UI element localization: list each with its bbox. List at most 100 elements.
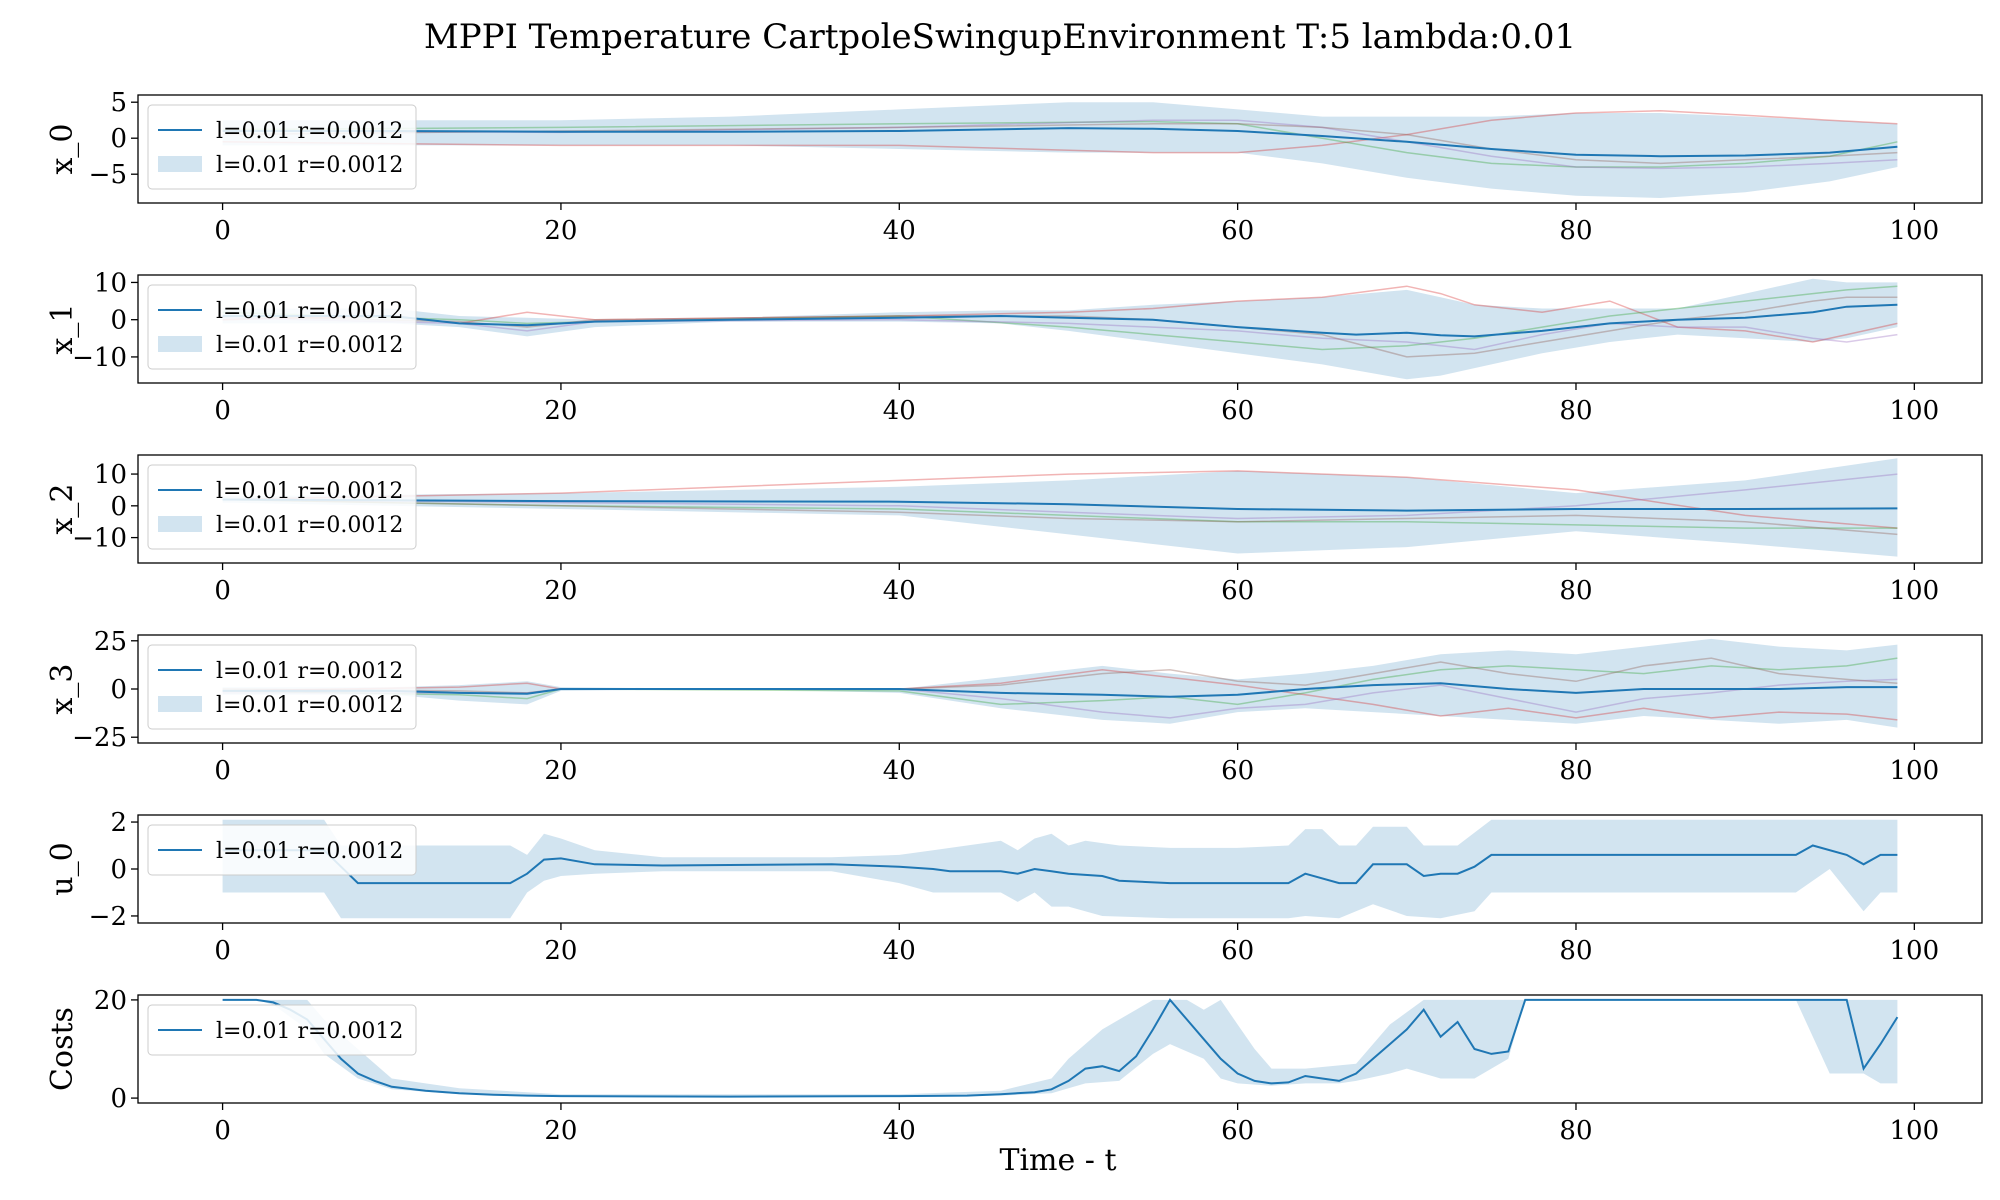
- confidence-band: [222, 999, 1898, 1098]
- x-tick-label: 80: [1559, 756, 1592, 786]
- x-tick-label: 0: [214, 396, 231, 426]
- x-tick-label: 20: [544, 756, 577, 786]
- legend-box: [147, 824, 417, 876]
- legend-box: [147, 464, 417, 550]
- x-tick-label: 40: [883, 216, 916, 246]
- legend: l=0.01 r=0.0012: [147, 1004, 417, 1056]
- x-tick-label: 80: [1559, 1116, 1592, 1146]
- x-tick-label: 20: [544, 1116, 577, 1146]
- y-tick-label: 0: [110, 855, 127, 885]
- x-tick-label: 80: [1559, 216, 1592, 246]
- x-tick-label: 40: [883, 576, 916, 606]
- legend-label: l=0.01 r=0.0012: [216, 659, 403, 684]
- sample-line: [222, 498, 1898, 536]
- x-tick-label: 0: [214, 756, 231, 786]
- axes-frame: [137, 994, 1983, 1104]
- axes-frame: [137, 454, 1983, 564]
- y-tick-label: 10: [94, 460, 127, 490]
- mean-line: [222, 844, 1898, 885]
- mean-line: [222, 682, 1898, 698]
- subplot-x_1: 0 20 40 60 80 100 −10 0 10 x_1 l=0.01 r=0.0012 l=0.…: [45, 268, 1983, 426]
- figure-title: MPPI Temperature CartpoleSwingupEnvironm…: [424, 17, 1576, 57]
- mean-line: [222, 498, 1898, 512]
- legend-label: l=0.01 r=0.0012: [216, 693, 403, 718]
- x-tick-label: 40: [883, 396, 916, 426]
- axes-frame: [137, 274, 1983, 384]
- legend-label: l=0.01 r=0.0012: [216, 513, 403, 538]
- legend-label: l=0.01 r=0.0012: [216, 333, 403, 358]
- sample-line: [222, 123, 1898, 165]
- mean-line: [222, 127, 1898, 158]
- y-tick-label: −5: [89, 160, 127, 190]
- y-tick-label: 10: [94, 268, 127, 298]
- legend: l=0.01 r=0.0012: [147, 824, 417, 876]
- y-tick-label: −10: [72, 524, 127, 554]
- x-tick-label: 60: [1221, 396, 1254, 426]
- confidence-band: [222, 458, 1898, 557]
- legend: l=0.01 r=0.0012 l=0.01 r=0.0012: [147, 104, 417, 190]
- confidence-band: [222, 278, 1898, 380]
- x-tick-label: 60: [1221, 576, 1254, 606]
- x-tick-label: 100: [1890, 936, 1940, 966]
- y-axis-label: x_0: [45, 123, 80, 174]
- y-tick-label: −25: [72, 723, 127, 753]
- x-tick-label: 0: [214, 1116, 231, 1146]
- legend-label: l=0.01 r=0.0012: [216, 299, 403, 324]
- legend-label: l=0.01 r=0.0012: [216, 1019, 403, 1044]
- y-tick-label: −2: [89, 902, 127, 932]
- y-axis-label: u_0: [45, 842, 80, 895]
- mean-line: [222, 998, 1899, 1098]
- confidence-band: [222, 638, 1898, 728]
- y-axis-label: Costs: [45, 1007, 80, 1091]
- x-tick-label: 60: [1221, 1116, 1254, 1146]
- legend-band-swatch: [158, 336, 202, 352]
- legend-label: l=0.01 r=0.0012: [216, 839, 403, 864]
- x-tick-label: 100: [1890, 1116, 1940, 1146]
- y-tick-label: −10: [72, 343, 127, 373]
- y-axis-label: x_1: [45, 303, 80, 354]
- x-tick-label: 80: [1559, 936, 1592, 966]
- x-tick-label: 60: [1221, 756, 1254, 786]
- x-tick-label: 100: [1890, 396, 1940, 426]
- legend-box: [147, 284, 417, 370]
- y-axis-label: x_2: [45, 483, 80, 534]
- x-axis-label: Time - t: [999, 1143, 1116, 1178]
- sample-line: [222, 498, 1898, 529]
- x-tick-label: 20: [544, 396, 577, 426]
- y-tick-label: 0: [110, 492, 127, 522]
- subplot-costs: 0 20 40 60 80 100 0 20 Costs l=0.01 r=0.0012: [45, 986, 1983, 1146]
- legend-band-swatch: [158, 516, 202, 532]
- legend-box: [147, 644, 417, 730]
- y-tick-label: 0: [110, 124, 127, 154]
- legend: l=0.01 r=0.0012 l=0.01 r=0.0012: [147, 644, 417, 730]
- x-tick-label: 20: [544, 936, 577, 966]
- y-tick-label: 2: [110, 808, 127, 838]
- sample-line: [222, 120, 1898, 168]
- legend-band-swatch: [158, 696, 202, 712]
- y-axis-label: x_3: [45, 663, 80, 714]
- y-tick-label: 0: [110, 675, 127, 705]
- y-tick-label: 0: [110, 306, 127, 336]
- x-tick-label: 40: [883, 756, 916, 786]
- x-tick-label: 40: [883, 936, 916, 966]
- x-tick-label: 20: [544, 576, 577, 606]
- confidence-band: [222, 102, 1898, 198]
- y-tick-label: 0: [110, 1084, 127, 1114]
- legend-box: [147, 104, 417, 190]
- legend-box: [147, 1004, 417, 1056]
- x-tick-label: 60: [1221, 936, 1254, 966]
- x-tick-label: 80: [1559, 576, 1592, 606]
- x-tick-label: 60: [1221, 216, 1254, 246]
- sample-line: [222, 110, 1898, 154]
- sample-line: [222, 296, 1898, 358]
- x-tick-label: 20: [544, 216, 577, 246]
- x-tick-label: 40: [883, 1116, 916, 1146]
- legend-label: l=0.01 r=0.0012: [216, 119, 403, 144]
- x-tick-label: 80: [1559, 396, 1592, 426]
- x-tick-label: 0: [214, 216, 231, 246]
- x-tick-label: 0: [214, 936, 231, 966]
- legend-label: l=0.01 r=0.0012: [216, 153, 403, 178]
